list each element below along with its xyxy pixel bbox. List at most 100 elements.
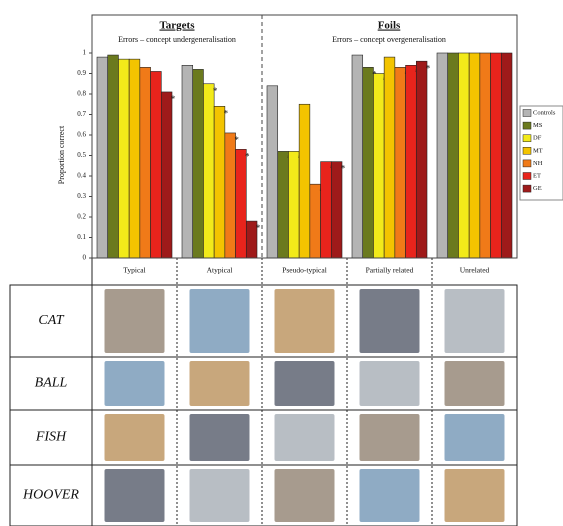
y-tick-label: 0 bbox=[83, 254, 87, 262]
stimulus-image bbox=[444, 289, 505, 353]
y-tick-label: 0.5 bbox=[77, 151, 86, 159]
bar bbox=[139, 67, 151, 259]
y-axis-label: Proportion correct bbox=[57, 125, 66, 184]
stimulus-table bbox=[9, 284, 518, 526]
legend-swatch bbox=[522, 109, 532, 117]
legend-label: Controls bbox=[533, 109, 556, 116]
bar bbox=[490, 52, 502, 259]
row-label: FISH bbox=[35, 430, 67, 445]
stimulus-image bbox=[189, 414, 250, 461]
bar bbox=[150, 71, 162, 259]
bar bbox=[479, 52, 491, 259]
legend-swatch bbox=[522, 134, 532, 142]
bar bbox=[203, 83, 215, 259]
bar bbox=[288, 151, 300, 259]
bar bbox=[298, 103, 311, 259]
x-tick-label: Unrelated bbox=[460, 266, 490, 275]
legend-swatch bbox=[522, 184, 532, 193]
legend-label: NH bbox=[533, 160, 543, 167]
stimulus-image bbox=[104, 414, 165, 461]
y-tick-label: 0.8 bbox=[77, 90, 86, 98]
stimulus-image bbox=[444, 414, 505, 461]
stimulus-image bbox=[189, 469, 250, 522]
significance-marker: * bbox=[171, 94, 176, 104]
bar bbox=[500, 52, 513, 259]
legend-label: GE bbox=[533, 185, 542, 192]
x-tick-label: Typical bbox=[123, 266, 145, 275]
y-tick-label: 1 bbox=[83, 49, 87, 57]
legend-swatch bbox=[522, 121, 532, 130]
stimulus-image bbox=[274, 414, 335, 461]
bar bbox=[458, 52, 470, 259]
stimulus-image bbox=[189, 289, 250, 353]
significance-marker: * bbox=[213, 86, 218, 96]
stimulus-image bbox=[274, 361, 335, 406]
row-label: CAT bbox=[38, 313, 64, 328]
row-label: HOOVER bbox=[22, 488, 79, 503]
legend-label: MS bbox=[533, 122, 543, 129]
stimulus-image bbox=[104, 361, 165, 406]
stimulus-image bbox=[444, 361, 505, 406]
legend-swatch bbox=[522, 172, 532, 180]
bar bbox=[415, 60, 428, 259]
bar bbox=[351, 54, 364, 259]
x-tick-label: Pseudo-typical bbox=[282, 266, 327, 275]
significance-marker: * bbox=[341, 164, 346, 174]
significance-marker: * bbox=[426, 63, 431, 73]
legend-label: MT bbox=[533, 147, 543, 154]
bar bbox=[192, 69, 204, 259]
legend-box bbox=[519, 105, 563, 201]
significance-marker: * bbox=[224, 108, 229, 118]
y-tick-label: 0.4 bbox=[77, 172, 86, 180]
bar bbox=[447, 52, 459, 259]
stimulus-image bbox=[189, 361, 250, 406]
legend-swatch bbox=[522, 159, 532, 168]
subtitle: Errors – concept overgeneralisation bbox=[332, 35, 446, 44]
title: Foils bbox=[378, 20, 401, 32]
bar bbox=[320, 161, 332, 259]
bar bbox=[405, 65, 417, 259]
y-tick-label: 0.3 bbox=[77, 192, 86, 200]
bar bbox=[160, 91, 173, 259]
legend-swatch bbox=[522, 147, 532, 155]
stimulus-image bbox=[359, 361, 420, 406]
significance-marker: * bbox=[234, 135, 239, 145]
bar bbox=[224, 132, 236, 259]
image-cells bbox=[104, 289, 505, 522]
bar bbox=[330, 161, 343, 259]
y-tick-label: 0.2 bbox=[77, 213, 86, 221]
bar bbox=[235, 149, 247, 259]
stimulus-image bbox=[104, 469, 165, 522]
bar bbox=[373, 73, 385, 259]
x-tick-label: Atypical bbox=[207, 266, 233, 275]
bar bbox=[468, 52, 481, 259]
x-tick-label: Partially related bbox=[366, 266, 414, 275]
bar bbox=[118, 58, 130, 259]
subtitle: Errors – concept undergeneralisation bbox=[118, 35, 236, 44]
significance-marker: * bbox=[245, 151, 250, 161]
significance-marker: * bbox=[256, 223, 261, 233]
bar bbox=[128, 58, 141, 259]
stimulus-image bbox=[274, 469, 335, 522]
legend-label: ET bbox=[533, 172, 541, 179]
stimulus-image bbox=[359, 289, 420, 353]
bar bbox=[107, 54, 119, 259]
stimulus-image bbox=[359, 469, 420, 522]
bar bbox=[362, 67, 374, 259]
stimulus-image bbox=[104, 289, 165, 353]
title: Targets bbox=[159, 20, 195, 32]
y-tick-label: 0.7 bbox=[77, 110, 86, 118]
stimulus-image bbox=[274, 289, 335, 353]
bar bbox=[436, 52, 449, 259]
bar bbox=[394, 67, 406, 259]
bar bbox=[181, 65, 194, 259]
bar bbox=[383, 56, 396, 259]
bar bbox=[96, 56, 109, 259]
legend-label: DF bbox=[533, 135, 542, 142]
y-tick-label: 0.9 bbox=[77, 69, 86, 77]
y-tick-label: 0.1 bbox=[77, 233, 86, 241]
row-label: BALL bbox=[35, 376, 68, 391]
bar bbox=[266, 85, 279, 259]
y-tick-label: 0.6 bbox=[77, 131, 86, 139]
